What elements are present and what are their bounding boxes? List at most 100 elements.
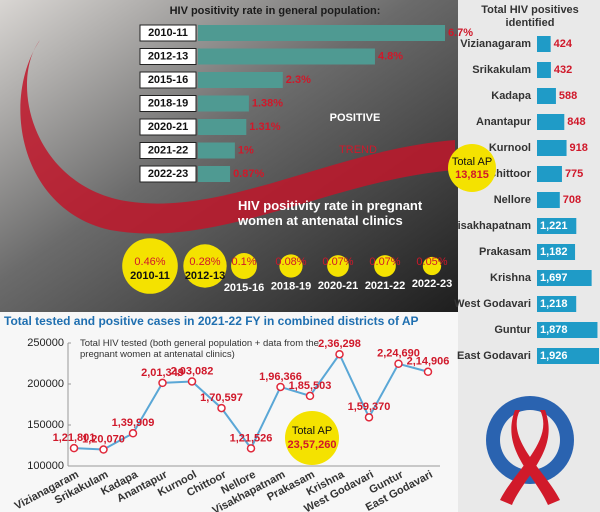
value-label: 918 bbox=[570, 142, 588, 154]
category-label: 2018-19 bbox=[148, 97, 188, 109]
point bbox=[246, 444, 256, 453]
value-label: 424 bbox=[554, 38, 573, 50]
value-label: 1,85,503 bbox=[289, 380, 332, 392]
value-label: 1,878 bbox=[540, 324, 568, 336]
point bbox=[99, 445, 108, 454]
bubble bbox=[231, 253, 257, 279]
category-label: 2015-16 bbox=[224, 282, 264, 294]
value-label: 775 bbox=[565, 168, 583, 180]
category-label: 2012-13 bbox=[148, 50, 188, 62]
label-box bbox=[139, 71, 197, 89]
bar bbox=[537, 62, 551, 78]
value-label: 1,697 bbox=[540, 272, 568, 284]
category-label: 2022-23 bbox=[148, 168, 188, 180]
point bbox=[423, 367, 433, 377]
category-label: 2015-16 bbox=[148, 74, 188, 86]
value-label: 588 bbox=[559, 90, 577, 102]
value-label: 1,59,370 bbox=[348, 401, 391, 413]
category-label: Vizianagaram bbox=[460, 38, 531, 50]
point bbox=[128, 429, 138, 438]
point bbox=[217, 403, 226, 413]
value-label: 6.7% bbox=[448, 27, 473, 39]
point bbox=[335, 349, 344, 359]
value-label: 1,70,597 bbox=[200, 392, 243, 404]
value-label: 848 bbox=[567, 116, 585, 128]
bar bbox=[537, 218, 577, 234]
label-box bbox=[139, 95, 197, 112]
value-label: 1,182 bbox=[540, 246, 568, 258]
label-box bbox=[139, 24, 197, 42]
logo bbox=[486, 396, 574, 505]
category-label: East Godavari bbox=[457, 350, 531, 362]
category-label: Anantapur bbox=[476, 116, 532, 128]
bubble bbox=[327, 255, 349, 277]
bubble bbox=[183, 244, 227, 288]
ribbon-decoration bbox=[20, 40, 456, 234]
value-label: 1,221 bbox=[540, 220, 568, 232]
label-box bbox=[139, 165, 197, 183]
annotation-circle bbox=[448, 144, 496, 192]
annotation: 13,815 bbox=[455, 169, 489, 181]
category-label: West Godavari bbox=[454, 298, 531, 310]
point bbox=[187, 377, 197, 386]
value-label: 2,14,906 bbox=[407, 356, 450, 368]
bar bbox=[537, 270, 592, 286]
category-label: 2018-19 bbox=[271, 281, 311, 293]
chart-title: HIV positivity rate in general populatio… bbox=[170, 5, 381, 17]
category-label: 2021-22 bbox=[365, 280, 405, 292]
bar bbox=[198, 72, 283, 88]
bottom-panel bbox=[0, 312, 458, 512]
bubble bbox=[374, 255, 396, 277]
value-label: 2.3% bbox=[286, 74, 311, 86]
annotation: Total AP bbox=[452, 156, 492, 168]
category-label: 2020-21 bbox=[318, 280, 358, 292]
bar bbox=[537, 140, 567, 156]
point bbox=[305, 391, 315, 401]
annotation: TREND bbox=[339, 144, 377, 156]
annotation-circle bbox=[285, 411, 339, 465]
bar bbox=[537, 348, 599, 364]
value-label: 708 bbox=[563, 194, 581, 206]
category-label: Kurnool bbox=[489, 142, 531, 154]
value-label: 2,24,690 bbox=[377, 348, 420, 360]
bar bbox=[198, 25, 445, 41]
y-tick-label: 250000 bbox=[27, 337, 64, 349]
annotation: POSITIVE bbox=[330, 112, 381, 124]
category-label: Chittoor bbox=[488, 168, 531, 180]
point bbox=[69, 443, 79, 453]
bubble-title: HIV positivity rate in pregnant women at… bbox=[238, 198, 423, 228]
value-label: 0.07% bbox=[369, 256, 400, 268]
annotation: Total AP bbox=[292, 425, 332, 437]
y-tick-label: 200000 bbox=[27, 378, 64, 390]
category-label: 2021-22 bbox=[148, 144, 188, 156]
y-tick-label: 150000 bbox=[27, 419, 64, 431]
value-label: 0.46% bbox=[134, 256, 165, 268]
point bbox=[364, 413, 374, 422]
category-label: Kadapa bbox=[491, 90, 532, 102]
value-label: 0.07% bbox=[322, 256, 353, 268]
label-box bbox=[139, 118, 197, 136]
category-label: Visakhapatnam bbox=[450, 220, 531, 232]
category-label: Nellore bbox=[494, 194, 531, 206]
bar bbox=[537, 114, 565, 130]
annotation: 23,57,260 bbox=[288, 439, 337, 451]
value-label: 1,21,801 bbox=[53, 432, 96, 444]
value-label: 0.08% bbox=[275, 256, 306, 268]
bar bbox=[537, 36, 551, 52]
bubble bbox=[122, 238, 178, 294]
value-label: 2,01,349 bbox=[141, 367, 184, 379]
value-label: 432 bbox=[554, 64, 572, 76]
bar bbox=[198, 48, 375, 65]
value-label: 0.1% bbox=[231, 256, 256, 268]
line-title: Total tested and positive cases in 2021-… bbox=[4, 314, 419, 328]
bar bbox=[198, 119, 247, 135]
bar bbox=[537, 192, 560, 208]
bar bbox=[198, 166, 231, 182]
value-label: 1.38% bbox=[252, 97, 283, 109]
point bbox=[158, 378, 167, 388]
bar bbox=[537, 88, 556, 104]
category-label: 2022-23 bbox=[412, 278, 452, 290]
value-label: 1,926 bbox=[540, 350, 568, 362]
category-label: 2012-13 bbox=[185, 270, 225, 282]
